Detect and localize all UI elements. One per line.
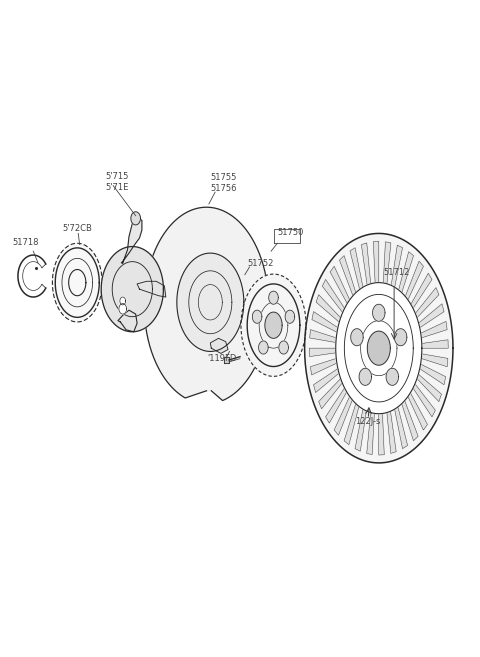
Polygon shape bbox=[397, 252, 413, 297]
Polygon shape bbox=[52, 243, 102, 322]
Polygon shape bbox=[137, 281, 166, 297]
Polygon shape bbox=[367, 406, 375, 455]
Polygon shape bbox=[144, 207, 269, 401]
Polygon shape bbox=[101, 246, 163, 332]
Polygon shape bbox=[120, 297, 126, 305]
Polygon shape bbox=[409, 273, 432, 310]
Polygon shape bbox=[412, 382, 435, 417]
Polygon shape bbox=[422, 340, 448, 348]
Text: '119FD: '119FD bbox=[207, 354, 237, 363]
Text: 5'715: 5'715 bbox=[105, 172, 129, 181]
Polygon shape bbox=[121, 217, 142, 263]
Text: 51718: 51718 bbox=[12, 238, 39, 246]
Polygon shape bbox=[359, 369, 372, 386]
Polygon shape bbox=[131, 212, 141, 225]
Polygon shape bbox=[313, 369, 340, 392]
Polygon shape bbox=[177, 253, 244, 351]
Polygon shape bbox=[322, 279, 346, 314]
Polygon shape bbox=[269, 291, 278, 304]
Polygon shape bbox=[312, 311, 338, 332]
Polygon shape bbox=[420, 321, 447, 338]
Polygon shape bbox=[395, 328, 407, 346]
Polygon shape bbox=[118, 310, 137, 332]
Polygon shape bbox=[310, 330, 336, 342]
Polygon shape bbox=[386, 405, 396, 453]
Polygon shape bbox=[119, 304, 127, 314]
Polygon shape bbox=[350, 248, 364, 294]
Polygon shape bbox=[279, 341, 288, 354]
Text: 51756: 51756 bbox=[210, 184, 237, 193]
Polygon shape bbox=[285, 310, 295, 323]
Polygon shape bbox=[325, 386, 348, 423]
Polygon shape bbox=[419, 364, 445, 385]
Text: 5'71E: 5'71E bbox=[105, 183, 129, 191]
Polygon shape bbox=[390, 245, 403, 293]
Polygon shape bbox=[400, 397, 418, 441]
Polygon shape bbox=[416, 374, 442, 401]
Polygon shape bbox=[386, 369, 398, 386]
Polygon shape bbox=[421, 354, 448, 367]
Polygon shape bbox=[373, 241, 379, 289]
Polygon shape bbox=[367, 331, 390, 365]
Text: 51755: 51755 bbox=[210, 173, 237, 183]
Polygon shape bbox=[265, 312, 282, 338]
Text: 122J-s: 122J-s bbox=[355, 417, 380, 426]
Text: 51750: 51750 bbox=[277, 229, 304, 237]
Polygon shape bbox=[407, 390, 427, 430]
Polygon shape bbox=[404, 261, 423, 303]
Text: 51712: 51712 bbox=[384, 268, 410, 277]
Polygon shape bbox=[210, 338, 228, 353]
Polygon shape bbox=[372, 304, 385, 321]
Polygon shape bbox=[334, 394, 354, 435]
Polygon shape bbox=[418, 304, 444, 328]
Polygon shape bbox=[319, 378, 343, 409]
Polygon shape bbox=[394, 402, 408, 449]
Polygon shape bbox=[361, 243, 372, 291]
Polygon shape bbox=[336, 283, 422, 414]
Polygon shape bbox=[316, 295, 341, 323]
Polygon shape bbox=[339, 256, 357, 300]
Polygon shape bbox=[259, 341, 268, 354]
Polygon shape bbox=[241, 274, 306, 376]
Polygon shape bbox=[383, 242, 391, 290]
Polygon shape bbox=[311, 359, 337, 375]
Polygon shape bbox=[305, 233, 453, 463]
Polygon shape bbox=[414, 288, 439, 319]
Polygon shape bbox=[310, 348, 336, 357]
Text: 5'72CB: 5'72CB bbox=[62, 225, 92, 233]
Polygon shape bbox=[351, 328, 363, 346]
Polygon shape bbox=[224, 357, 229, 363]
Polygon shape bbox=[379, 407, 384, 455]
Polygon shape bbox=[355, 403, 367, 451]
Polygon shape bbox=[252, 310, 262, 323]
Polygon shape bbox=[330, 266, 351, 306]
Polygon shape bbox=[344, 399, 360, 445]
Text: 51752: 51752 bbox=[247, 259, 274, 267]
